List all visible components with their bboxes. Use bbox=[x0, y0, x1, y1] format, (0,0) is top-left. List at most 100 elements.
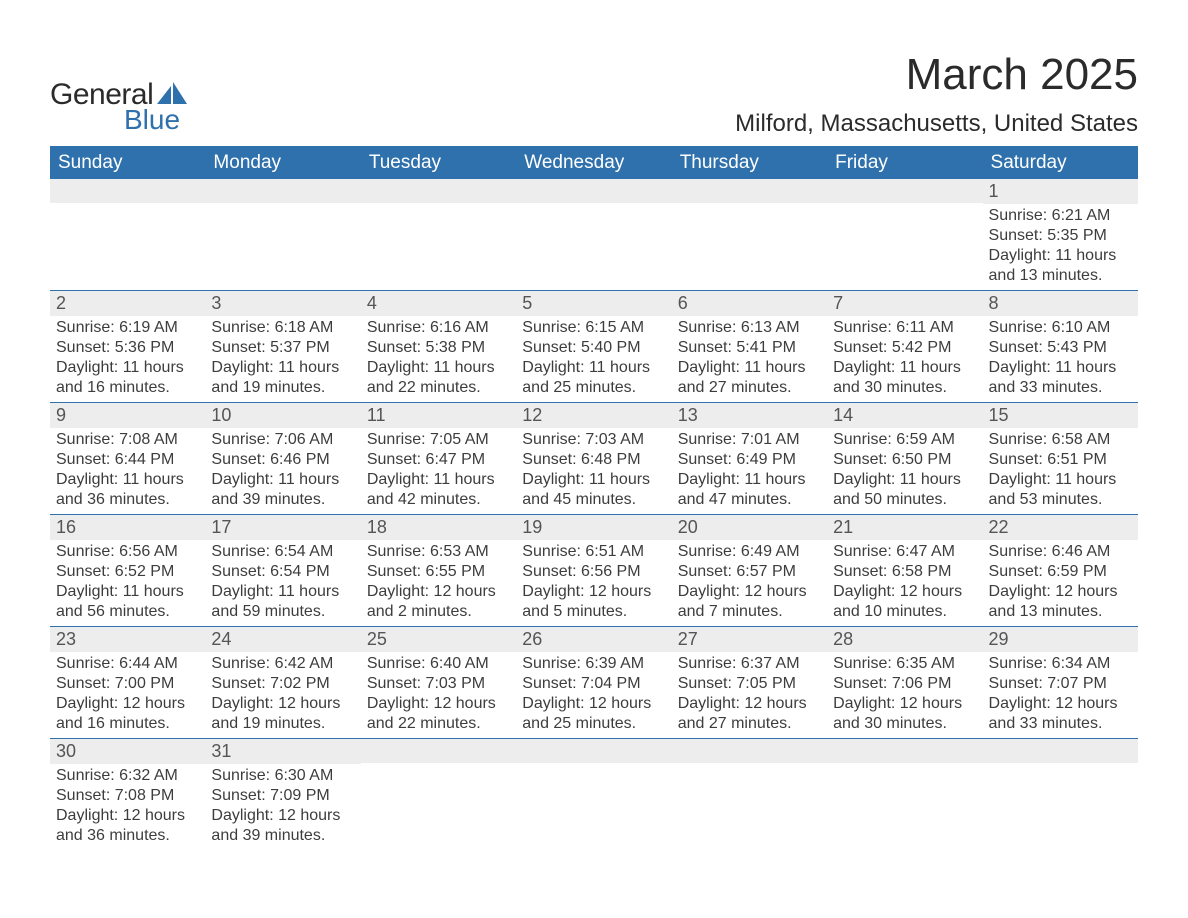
day-line: Sunrise: 6:10 AM bbox=[989, 318, 1132, 338]
day-line: Sunrise: 6:51 AM bbox=[522, 542, 665, 562]
calendar-cell: 10Sunrise: 7:06 AMSunset: 6:46 PMDayligh… bbox=[205, 403, 360, 515]
calendar-cell bbox=[672, 739, 827, 851]
day-body: Sunrise: 6:44 AMSunset: 7:00 PMDaylight:… bbox=[50, 652, 205, 738]
title-block: March 2025 Milford, Massachusetts, Unite… bbox=[735, 50, 1138, 138]
day-line: and 33 minutes. bbox=[989, 378, 1132, 398]
day-line: Sunset: 6:48 PM bbox=[522, 450, 665, 470]
day-line: Daylight: 11 hours bbox=[367, 358, 510, 378]
calendar-cell: 18Sunrise: 6:53 AMSunset: 6:55 PMDayligh… bbox=[361, 515, 516, 627]
day-number: 28 bbox=[827, 627, 982, 652]
day-body: Sunrise: 7:05 AMSunset: 6:47 PMDaylight:… bbox=[361, 428, 516, 514]
day-line: Sunrise: 7:06 AM bbox=[211, 430, 354, 450]
day-body: Sunrise: 6:42 AMSunset: 7:02 PMDaylight:… bbox=[205, 652, 360, 738]
day-line: Daylight: 11 hours bbox=[211, 358, 354, 378]
day-line: Daylight: 11 hours bbox=[989, 470, 1132, 490]
calendar-cell: 2Sunrise: 6:19 AMSunset: 5:36 PMDaylight… bbox=[50, 291, 205, 403]
day-line: and 13 minutes. bbox=[989, 602, 1132, 622]
day-line: Sunset: 7:04 PM bbox=[522, 674, 665, 694]
calendar-cell: 21Sunrise: 6:47 AMSunset: 6:58 PMDayligh… bbox=[827, 515, 982, 627]
day-line: Sunrise: 6:15 AM bbox=[522, 318, 665, 338]
day-line: Daylight: 11 hours bbox=[56, 470, 199, 490]
day-line: and 30 minutes. bbox=[833, 378, 976, 398]
day-body: Sunrise: 6:18 AMSunset: 5:37 PMDaylight:… bbox=[205, 316, 360, 402]
calendar-cell: 11Sunrise: 7:05 AMSunset: 6:47 PMDayligh… bbox=[361, 403, 516, 515]
calendar-cell: 19Sunrise: 6:51 AMSunset: 6:56 PMDayligh… bbox=[516, 515, 671, 627]
day-number: 7 bbox=[827, 291, 982, 316]
day-line: Sunset: 6:57 PM bbox=[678, 562, 821, 582]
day-body: Sunrise: 6:56 AMSunset: 6:52 PMDaylight:… bbox=[50, 540, 205, 626]
day-line: Daylight: 12 hours bbox=[211, 694, 354, 714]
day-line: Sunrise: 6:30 AM bbox=[211, 766, 354, 786]
day-line: Sunset: 6:58 PM bbox=[833, 562, 976, 582]
day-body: Sunrise: 6:32 AMSunset: 7:08 PMDaylight:… bbox=[50, 764, 205, 850]
day-number: 3 bbox=[205, 291, 360, 316]
header-tuesday: Tuesday bbox=[361, 147, 516, 179]
day-line: Daylight: 12 hours bbox=[522, 694, 665, 714]
day-line: Sunrise: 6:49 AM bbox=[678, 542, 821, 562]
calendar-table: Sunday Monday Tuesday Wednesday Thursday… bbox=[50, 146, 1138, 850]
day-line: and 16 minutes. bbox=[56, 378, 199, 398]
day-number: 29 bbox=[983, 627, 1138, 652]
day-body: Sunrise: 6:21 AMSunset: 5:35 PMDaylight:… bbox=[983, 204, 1138, 290]
calendar-cell: 28Sunrise: 6:35 AMSunset: 7:06 PMDayligh… bbox=[827, 627, 982, 739]
day-body: Sunrise: 6:15 AMSunset: 5:40 PMDaylight:… bbox=[516, 316, 671, 402]
day-line: Sunrise: 6:54 AM bbox=[211, 542, 354, 562]
day-body bbox=[516, 203, 671, 281]
day-line: Sunrise: 7:08 AM bbox=[56, 430, 199, 450]
day-line: Sunset: 5:40 PM bbox=[522, 338, 665, 358]
day-number: 21 bbox=[827, 515, 982, 540]
calendar-cell bbox=[827, 179, 982, 291]
day-line: Sunrise: 7:01 AM bbox=[678, 430, 821, 450]
day-number bbox=[827, 739, 982, 763]
day-line: Daylight: 12 hours bbox=[833, 694, 976, 714]
day-line: Sunrise: 6:21 AM bbox=[989, 206, 1132, 226]
day-line: Sunrise: 6:13 AM bbox=[678, 318, 821, 338]
day-line: Sunset: 6:50 PM bbox=[833, 450, 976, 470]
logo: General Blue bbox=[50, 50, 187, 136]
day-line: Sunrise: 6:34 AM bbox=[989, 654, 1132, 674]
day-body bbox=[205, 203, 360, 281]
day-line: Daylight: 11 hours bbox=[211, 470, 354, 490]
day-line: Sunset: 7:09 PM bbox=[211, 786, 354, 806]
day-line: and 10 minutes. bbox=[833, 602, 976, 622]
day-body: Sunrise: 6:37 AMSunset: 7:05 PMDaylight:… bbox=[672, 652, 827, 738]
day-body bbox=[672, 763, 827, 841]
day-number: 31 bbox=[205, 739, 360, 764]
day-line: Daylight: 12 hours bbox=[367, 694, 510, 714]
calendar-body: 1Sunrise: 6:21 AMSunset: 5:35 PMDaylight… bbox=[50, 179, 1138, 851]
day-line: Daylight: 11 hours bbox=[522, 470, 665, 490]
day-number: 17 bbox=[205, 515, 360, 540]
day-line: Sunset: 6:52 PM bbox=[56, 562, 199, 582]
day-line: Sunrise: 6:37 AM bbox=[678, 654, 821, 674]
day-number: 13 bbox=[672, 403, 827, 428]
calendar-cell: 31Sunrise: 6:30 AMSunset: 7:09 PMDayligh… bbox=[205, 739, 360, 851]
header: General Blue March 2025 Milford, Massach… bbox=[50, 50, 1138, 138]
day-number: 2 bbox=[50, 291, 205, 316]
day-line: and 27 minutes. bbox=[678, 714, 821, 734]
day-line: Sunrise: 6:42 AM bbox=[211, 654, 354, 674]
day-number: 22 bbox=[983, 515, 1138, 540]
header-saturday: Saturday bbox=[983, 147, 1138, 179]
day-line: Sunset: 6:44 PM bbox=[56, 450, 199, 470]
day-body: Sunrise: 6:40 AMSunset: 7:03 PMDaylight:… bbox=[361, 652, 516, 738]
day-number bbox=[361, 179, 516, 203]
day-line: Sunset: 6:51 PM bbox=[989, 450, 1132, 470]
day-number: 18 bbox=[361, 515, 516, 540]
calendar-week: 9Sunrise: 7:08 AMSunset: 6:44 PMDaylight… bbox=[50, 403, 1138, 515]
day-line: and 13 minutes. bbox=[989, 266, 1132, 286]
day-line: Sunset: 7:05 PM bbox=[678, 674, 821, 694]
day-number: 8 bbox=[983, 291, 1138, 316]
day-body: Sunrise: 6:16 AMSunset: 5:38 PMDaylight:… bbox=[361, 316, 516, 402]
calendar-cell bbox=[205, 179, 360, 291]
day-line: Daylight: 11 hours bbox=[211, 582, 354, 602]
day-line: and 47 minutes. bbox=[678, 490, 821, 510]
day-line: Sunrise: 7:05 AM bbox=[367, 430, 510, 450]
header-sunday: Sunday bbox=[50, 147, 205, 179]
calendar-week: 30Sunrise: 6:32 AMSunset: 7:08 PMDayligh… bbox=[50, 739, 1138, 851]
day-number: 1 bbox=[983, 179, 1138, 204]
day-body: Sunrise: 7:06 AMSunset: 6:46 PMDaylight:… bbox=[205, 428, 360, 514]
day-line: and 56 minutes. bbox=[56, 602, 199, 622]
day-body: Sunrise: 7:08 AMSunset: 6:44 PMDaylight:… bbox=[50, 428, 205, 514]
day-line: Daylight: 11 hours bbox=[56, 358, 199, 378]
calendar-cell bbox=[50, 179, 205, 291]
